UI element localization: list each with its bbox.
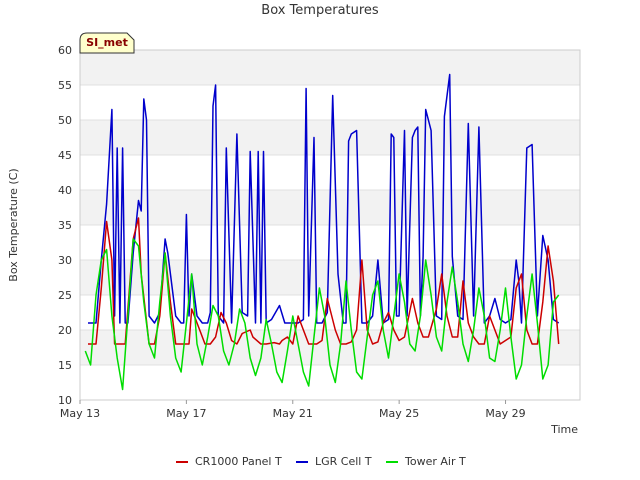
- x-tick-label: May 21: [273, 407, 313, 420]
- y-tick-label: 45: [58, 149, 72, 162]
- legend-label: LGR Cell T: [315, 455, 372, 468]
- legend-item: CR1000 Panel T: [176, 455, 282, 468]
- x-tick-label: May 29: [485, 407, 525, 420]
- legend-label: CR1000 Panel T: [195, 455, 282, 468]
- site-badge-label: SI_met: [86, 36, 128, 49]
- series-line-tower-air-t: [84, 238, 560, 391]
- grid-band: [80, 50, 580, 85]
- grid-band: [80, 85, 580, 120]
- y-tick-label: 50: [58, 114, 72, 127]
- y-tick-label: 35: [58, 219, 72, 232]
- y-tick-label: 40: [58, 184, 72, 197]
- y-tick-label: 10: [58, 394, 72, 407]
- site-badge: SI_met: [79, 32, 135, 54]
- y-tick-label: 20: [58, 324, 72, 337]
- x-tick-label: May 25: [379, 407, 419, 420]
- y-axis-ticks: 10 15 20 25 30 35 40 45 50 55 60: [58, 44, 72, 407]
- y-tick-label: 60: [58, 44, 72, 57]
- legend-item: LGR Cell T: [296, 455, 372, 468]
- plot-frame: [79, 49, 581, 401]
- y-tick-label: 30: [58, 254, 72, 267]
- y-tick-label: 55: [58, 79, 72, 92]
- legend-label: Tower Air T: [404, 455, 466, 468]
- grid-band: [80, 365, 580, 400]
- legend-item: Tower Air T: [386, 455, 466, 468]
- series-lines: [84, 73, 560, 391]
- site-badge-box: [79, 32, 135, 54]
- grid-band: [80, 295, 580, 330]
- x-axis-ticks: May 13 May 17 May 21 May 25 May 29: [60, 400, 526, 420]
- x-axis-label: Time: [550, 423, 578, 436]
- y-tick-label: 25: [58, 289, 72, 302]
- x-tick-label: May 13: [60, 407, 100, 420]
- grid-band: [80, 120, 580, 155]
- legend: CR1000 Panel T LGR Cell T Tower Air T: [176, 455, 466, 468]
- y-tick-label: 15: [58, 359, 72, 372]
- chart-title: Box Temperatures: [261, 3, 379, 18]
- x-tick-label: May 17: [166, 407, 206, 420]
- y-axis-label: Box Temperature (C): [7, 168, 20, 281]
